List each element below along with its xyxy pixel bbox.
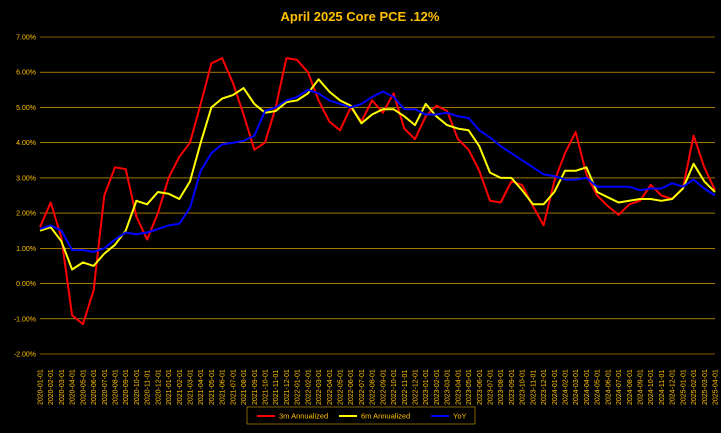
x-tick-label: 2023-04-01 (455, 369, 462, 405)
legend: 3m Annualized 6m Annualized YoY (246, 406, 476, 425)
x-tick-label: 2023-06-01 (477, 369, 484, 405)
x-tick-label: 2021-04-01 (198, 369, 205, 405)
x-tick-label: 2025-03-01 (702, 369, 709, 405)
x-tick-label: 2022-11-01 (402, 370, 409, 405)
x-tick-label: 2020-11-01 (145, 370, 152, 405)
x-tick-label: 2023-05-01 (466, 369, 473, 405)
x-tick-label: 2024-05-01 (595, 369, 602, 405)
x-tick-label: 2024-11-01 (659, 370, 666, 405)
x-tick-label: 2024-02-01 (563, 369, 570, 405)
x-tick-label: 2020-09-01 (123, 369, 130, 405)
x-tick-label: 2021-08-01 (241, 369, 248, 405)
x-tick-label: 2021-09-01 (252, 369, 259, 405)
legend-label: 6m Annualized (361, 412, 410, 421)
x-tick-label: 2020-03-01 (59, 369, 66, 405)
x-tick-label: 2022-07-01 (359, 369, 366, 405)
x-axis: 2020-01-01 2020-02-01 2020-03-01 2020-04-01… (38, 369, 720, 405)
legend-label: YoY (453, 412, 467, 421)
x-tick-label: 2021-07-01 (230, 369, 237, 405)
x-tick-label: 2020-02-01 (48, 369, 55, 405)
x-tick-label: 2021-05-01 (209, 369, 216, 405)
y-tick-label: 2.00% (16, 211, 36, 218)
x-tick-label: 2025-01-01 (680, 369, 687, 405)
x-tick-label: 2025-02-01 (691, 369, 698, 405)
y-tick-label: 4.00% (16, 140, 36, 147)
x-tick-label: 2024-10-01 (648, 369, 655, 405)
x-tick-label: 2024-07-01 (616, 369, 623, 405)
x-tick-label: 2020-06-01 (91, 369, 98, 405)
x-tick-label: 2020-01-01 (38, 369, 45, 405)
x-tick-label: 2024-06-01 (605, 369, 612, 405)
x-tick-label: 2023-11-01 (530, 370, 537, 405)
legend-label: 3m Annualized (279, 412, 328, 421)
y-tick-label: 5.00% (16, 105, 36, 112)
x-tick-label: 2022-08-01 (370, 369, 377, 405)
x-tick-label: 2022-10-01 (391, 369, 398, 405)
x-tick-label: 2021-12-01 (284, 369, 291, 405)
x-tick-label: 2022-01-01 (295, 369, 302, 405)
x-tick-label: 2021-11-01 (273, 370, 280, 405)
x-tick-label: 2024-12-01 (670, 369, 677, 405)
x-tick-label: 2022-03-01 (316, 369, 323, 405)
legend-box (246, 406, 476, 425)
x-tick-label: 2021-06-01 (220, 369, 227, 405)
x-tick-label: 2020-12-01 (155, 369, 162, 405)
x-tick-label: 2022-12-01 (413, 369, 420, 405)
x-tick-label: 2021-03-01 (188, 369, 195, 405)
y-tick-label: -1.00% (14, 316, 36, 323)
x-tick-label: 2023-12-01 (541, 369, 548, 405)
x-tick-label: 2024-04-01 (584, 369, 591, 405)
x-tick-label: 2023-10-01 (520, 369, 527, 405)
x-tick-label: 2023-03-01 (445, 369, 452, 405)
x-tick-label: 2020-04-01 (70, 369, 77, 405)
x-tick-label: 2022-04-01 (327, 369, 334, 405)
chart-title: April 2025 Core PCE .12% (281, 9, 440, 24)
x-tick-label: 2021-01-01 (166, 369, 173, 405)
x-tick-label: 2025-04-01 (713, 369, 720, 405)
y-tick-label: 1.00% (16, 246, 36, 253)
x-tick-label: 2024-01-01 (552, 369, 559, 405)
y-tick-label: 0.00% (16, 281, 36, 288)
x-tick-label: 2022-02-01 (305, 369, 312, 405)
x-tick-label: 2021-10-01 (263, 369, 270, 405)
x-tick-label: 2020-05-01 (80, 369, 87, 405)
x-tick-label: 2020-08-01 (113, 369, 120, 405)
x-tick-label: 2020-10-01 (134, 369, 141, 405)
x-tick-label: 2021-02-01 (177, 369, 184, 405)
series-line-6m-annualized (39, 78, 716, 271)
x-tick-label: 2022-09-01 (380, 369, 387, 405)
y-axis: -2.00% -1.00% 0.00% 1.00% 2.00% 3.00% 4.00% 5.0… (14, 35, 36, 359)
x-tick-label: 2020-07-01 (102, 369, 109, 405)
x-tick-label: 2022-06-01 (348, 369, 355, 405)
x-tick-label: 2024-09-01 (638, 369, 645, 405)
series-line-3m-annualized (39, 57, 716, 326)
y-tick-label: 3.00% (16, 175, 36, 182)
x-tick-label: 2023-09-01 (509, 369, 516, 405)
x-tick-label: 2024-03-01 (573, 369, 580, 405)
x-tick-label: 2024-08-01 (627, 369, 634, 405)
x-tick-label: 2023-07-01 (488, 369, 495, 405)
x-tick-label: 2023-01-01 (423, 369, 430, 405)
series-group (39, 57, 716, 326)
x-tick-label: 2023-08-01 (498, 369, 505, 405)
x-tick-label: 2022-05-01 (338, 369, 345, 405)
grid (40, 36, 715, 355)
x-tick-label: 2023-02-01 (434, 369, 441, 405)
series-line-yoy (39, 88, 716, 253)
y-tick-label: 7.00% (16, 35, 36, 42)
y-tick-label: 6.00% (16, 70, 36, 77)
y-tick-label: -2.00% (14, 352, 36, 359)
